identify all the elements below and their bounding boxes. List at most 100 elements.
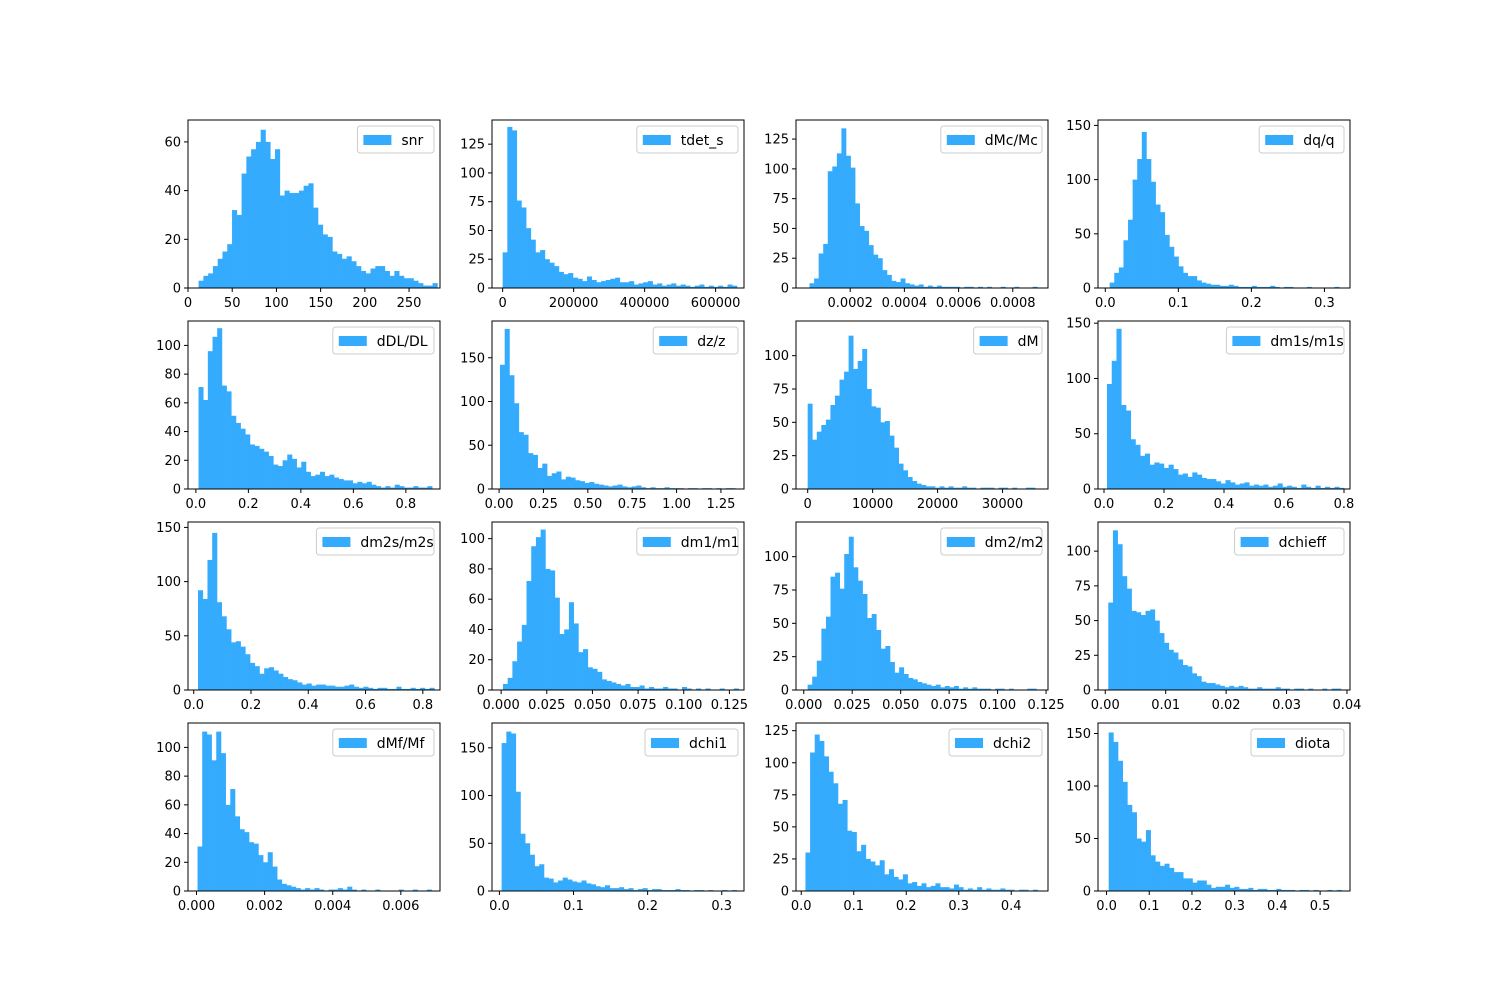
histogram-bar xyxy=(1310,487,1316,489)
histogram-bar xyxy=(235,641,241,690)
y-tick-label: 25 xyxy=(772,449,789,464)
histogram-bar xyxy=(631,486,637,490)
histogram-bar xyxy=(581,880,587,891)
histogram-bar xyxy=(279,195,285,288)
histogram-bar xyxy=(916,885,922,891)
legend-label: dDL/DL xyxy=(377,334,428,350)
histogram-bar xyxy=(1322,688,1328,690)
histogram-bar xyxy=(1201,477,1207,489)
histogram-bar xyxy=(380,487,386,489)
histogram-bar xyxy=(708,285,714,288)
y-tick-label: 25 xyxy=(468,253,485,268)
histogram-bar xyxy=(894,672,900,690)
histogram-bar xyxy=(685,285,691,288)
histogram-bar xyxy=(579,481,585,490)
histogram-bar xyxy=(600,887,606,891)
histogram-bar xyxy=(272,866,278,891)
histogram-bar xyxy=(1108,602,1114,690)
histogram-bar xyxy=(1030,487,1036,489)
histogram-bar xyxy=(1126,588,1132,690)
histogram-bar xyxy=(1219,285,1225,288)
legend-label: dm1/m1 xyxy=(681,535,740,551)
histogram-bar xyxy=(1122,781,1128,891)
subplot-dchieff: 0.00 0.01 0.02 0.03 0.04 0 25 50 75 100 dchieff xyxy=(1066,521,1362,713)
histogram-bar xyxy=(1266,688,1272,690)
histogram-bar xyxy=(418,487,424,489)
x-tick-label: 0.01 xyxy=(1151,698,1180,713)
histogram-bar xyxy=(605,279,611,288)
histogram-bar xyxy=(1229,685,1235,690)
histogram-bar xyxy=(880,422,886,489)
histogram-bar xyxy=(907,477,913,489)
histogram-bar xyxy=(1164,234,1170,288)
histogram-bar xyxy=(616,683,622,690)
histogram-bar xyxy=(624,282,630,288)
y-tick-label: 100 xyxy=(156,339,181,354)
histogram-bar xyxy=(1192,472,1198,489)
histogram-bar xyxy=(1271,889,1277,891)
histogram-bar xyxy=(836,153,842,288)
legend: snr xyxy=(356,125,435,154)
legend: dchieff xyxy=(1234,527,1345,556)
axes-frame xyxy=(1097,119,1351,289)
x-tick-label: 0.2 xyxy=(896,899,917,914)
axes-frame xyxy=(187,119,441,289)
x-tick-label: 0.1 xyxy=(1139,899,1160,914)
histogram-bar xyxy=(814,734,820,891)
histogram-bar xyxy=(966,487,972,489)
histogram-bar xyxy=(330,685,336,690)
subplot-dm1-m1: 0.000 0.025 0.050 0.075 0.100 0.125 0 20 40 60 80 1… xyxy=(460,521,748,713)
x-tick-label: 0.25 xyxy=(529,497,558,512)
histogram-bar xyxy=(642,888,648,891)
histogram-bar xyxy=(391,688,397,690)
histogram-bar xyxy=(864,230,870,288)
histogram-bar xyxy=(1201,681,1207,690)
histogram-bar xyxy=(1249,485,1255,489)
histogram-bar xyxy=(1136,612,1142,690)
histogram-bar xyxy=(1173,469,1179,489)
histogram-bar xyxy=(255,141,262,288)
histogram-bar xyxy=(1336,889,1342,891)
axes-frame xyxy=(491,320,745,490)
histogram-bar xyxy=(1154,462,1160,489)
histogram-bar xyxy=(967,688,973,690)
axes-frame xyxy=(795,119,1049,289)
histogram-bar xyxy=(278,673,284,690)
histogram-bar xyxy=(1261,286,1266,288)
legend-box xyxy=(1250,728,1345,757)
x-tick-label: 0.04 xyxy=(1333,698,1362,713)
histogram-bar xyxy=(644,688,650,690)
histogram-bar xyxy=(976,688,982,690)
histogram-bar xyxy=(1220,483,1226,489)
histogram-bar xyxy=(953,487,959,489)
histogram-bar xyxy=(227,244,233,288)
histogram-bar xyxy=(217,258,223,288)
y-tick-label: 75 xyxy=(772,788,789,803)
histogram-bar xyxy=(286,885,292,891)
histogram-bar xyxy=(198,387,204,489)
histogram-bar xyxy=(866,389,872,489)
histogram-bar xyxy=(212,532,218,690)
histogram-bar xyxy=(865,858,871,891)
legend-label: dm1s/m1s xyxy=(1270,334,1343,350)
histogram-bar xyxy=(265,141,271,288)
histogram-bar xyxy=(1000,286,1006,288)
histogram-bar xyxy=(1239,483,1245,489)
histogram-bar xyxy=(254,666,260,690)
x-tick-label: 0.125 xyxy=(711,698,748,713)
x-tick-label: 1.25 xyxy=(706,497,735,512)
histogram-bar xyxy=(639,685,645,690)
histogram-bar xyxy=(977,286,983,288)
histogram-bar xyxy=(202,731,208,891)
histogram-bar xyxy=(515,791,521,891)
subplot-diota: 0.0 0.1 0.2 0.3 0.4 0.5 0 50 100 150 diota xyxy=(1066,722,1351,914)
histogram-bar xyxy=(1008,688,1014,690)
histogram-bar xyxy=(643,282,649,288)
histogram-bar xyxy=(671,283,677,288)
legend: dm1s/m1s xyxy=(1225,326,1345,355)
y-tick-label: 50 xyxy=(772,617,789,632)
histogram-bar xyxy=(1228,284,1234,288)
histogram-bar xyxy=(980,487,986,489)
histogram-bar xyxy=(235,422,241,489)
histogram-bar xyxy=(879,860,885,891)
